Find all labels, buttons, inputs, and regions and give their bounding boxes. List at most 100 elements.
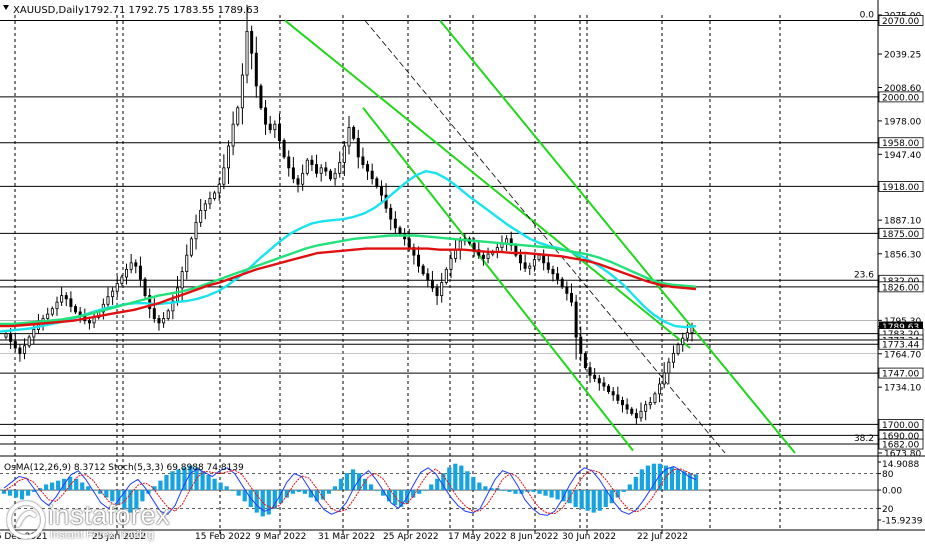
candle-body (319, 167, 323, 174)
osma-bar (417, 490, 422, 494)
fibonacci-labels: 0.0 23.6 38.2 (854, 10, 874, 444)
date-label: 30 Jun 2022 (562, 532, 616, 542)
candle-body (125, 268, 129, 278)
osma-bar (104, 490, 109, 498)
price-label: 2008.60 (884, 84, 921, 94)
osma-bar (435, 478, 440, 491)
oscillator-axis-label: 20 (882, 505, 894, 515)
osma-bar (447, 467, 452, 491)
collapse-triangle-icon[interactable] (3, 5, 9, 10)
osma-bar (134, 490, 139, 509)
instaforex-logo: instaforex Instant Forex Trading (6, 500, 206, 542)
horizontal-grid (0, 0, 925, 531)
osma-bar (122, 490, 127, 509)
candle-body (384, 194, 388, 209)
candle-body (426, 273, 430, 281)
channel-upper-line (284, 19, 691, 349)
candle-body (583, 353, 587, 369)
candle-body (579, 336, 583, 354)
candle-body (352, 127, 356, 139)
candle-body (240, 74, 244, 109)
candle-body (60, 295, 64, 303)
ma-line (0, 247, 697, 328)
osma-bar (158, 480, 163, 491)
level-price-label: 2070.00 (882, 17, 919, 27)
osma-bar (489, 488, 494, 491)
level-price-label: 1700.00 (882, 421, 919, 431)
osma-bar (615, 490, 620, 498)
osma-bar (567, 490, 572, 504)
candle-body (13, 341, 17, 349)
osma-bar (206, 474, 211, 491)
candle-body (685, 332, 689, 339)
fib-level-label: 0.0 (860, 10, 875, 20)
level-price-label: 1958.00 (882, 139, 919, 149)
candle-body (454, 249, 458, 259)
candle-body (157, 318, 161, 324)
date-label: 25 Jan 2022 (92, 532, 146, 542)
stoch-line (3, 466, 697, 516)
osma-bar (164, 474, 169, 491)
logo-tagline: Instant Forex Trading (50, 529, 154, 541)
osma-bar (236, 490, 241, 496)
date-label: 22 Jul 2022 (637, 532, 688, 542)
candle-body (69, 298, 73, 307)
candle-body (222, 167, 226, 185)
osma-bar (260, 490, 265, 517)
candle-body (64, 295, 68, 300)
osma-bar (200, 471, 205, 491)
candle-body (134, 262, 138, 267)
candle-body (630, 408, 634, 414)
date-label: 9 Mar 2022 (255, 532, 306, 542)
candle-body (4, 333, 8, 338)
candle-body (458, 240, 462, 251)
osma-bar (128, 490, 133, 513)
price-axis: 2075.002070.002039.252008.602000.001978.… (878, 12, 924, 460)
candle-body (421, 265, 425, 275)
osma-bar (453, 463, 458, 491)
candle-body (435, 287, 439, 296)
osma-bar (254, 490, 259, 513)
candle-body (667, 361, 671, 374)
stoch-line (3, 468, 697, 515)
level-badge (878, 438, 924, 450)
osma-bar (362, 478, 368, 491)
oscillator-axis-label: -15.9239 (882, 517, 923, 527)
osma-bar (110, 490, 115, 502)
ma-line (0, 234, 697, 326)
candle-body (305, 159, 309, 174)
osma-bar (687, 473, 693, 491)
osma-bar (212, 478, 217, 491)
current-price-label: 1789.63 (882, 323, 919, 333)
candle-body (180, 271, 184, 289)
candle-body (444, 268, 448, 283)
candle-body (203, 203, 207, 211)
osma-bar (537, 490, 542, 494)
level-price-label: 1918.00 (882, 183, 919, 193)
candle-body (560, 278, 564, 288)
candle-body (537, 254, 541, 260)
osma-bar (278, 490, 283, 504)
instaforex-logo-icon (7, 501, 45, 539)
osma-bar (92, 490, 97, 491)
candle-body (347, 127, 351, 147)
candle-body (254, 52, 258, 87)
osma-bar (25, 490, 31, 496)
candle-body (430, 279, 434, 289)
candle-body (639, 410, 643, 419)
osma-bar (633, 476, 638, 491)
osma-bar (483, 486, 488, 491)
osma-bar (56, 480, 61, 491)
price-label: 1856.30 (884, 250, 921, 260)
candle-body (366, 164, 370, 172)
level-price-label: 2000.00 (882, 93, 919, 103)
chart-header-ohlc: 1792.71 1792.75 1783.55 1789.63 (84, 5, 259, 16)
osma-bar (350, 469, 356, 491)
date-label: 31 Mar 2022 (318, 532, 375, 542)
price-channels (284, 19, 796, 454)
osma-bar (290, 490, 295, 494)
osma-bar (471, 476, 476, 491)
candle-body (194, 222, 198, 240)
logo-name: instaforex (48, 500, 171, 530)
candle-body (389, 207, 393, 220)
